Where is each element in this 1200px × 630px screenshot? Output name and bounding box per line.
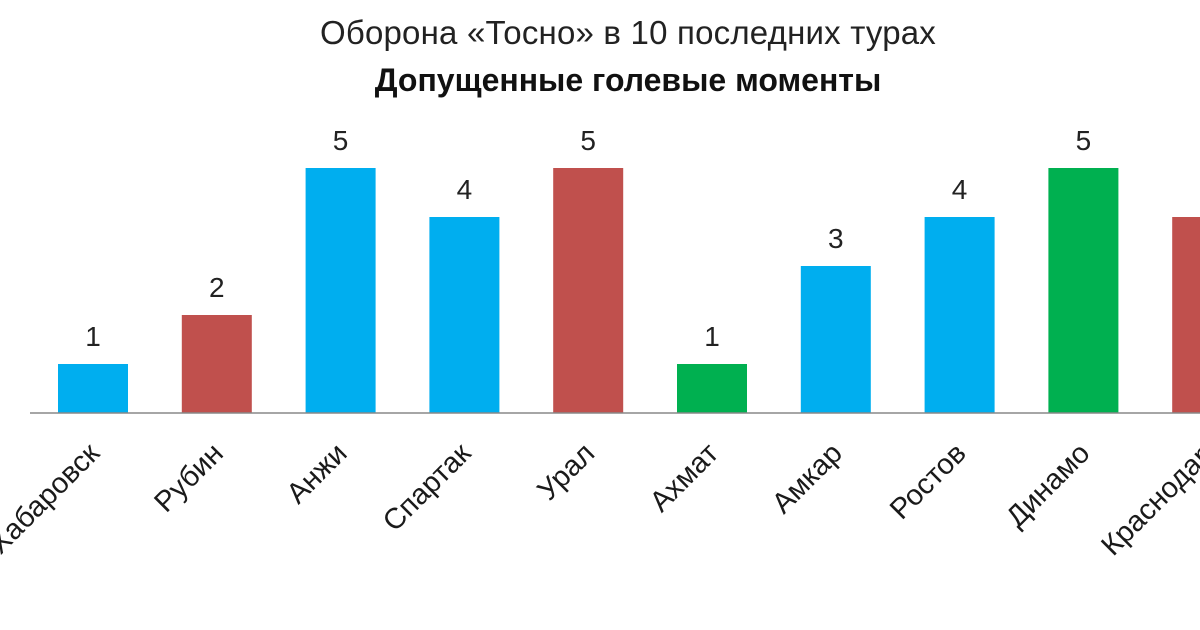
value-label: 5 xyxy=(333,125,349,156)
value-label: 2 xyxy=(209,272,225,303)
category-label: Анжи xyxy=(281,437,354,510)
chart-title: Оборона «Тосно» в 10 последних турах xyxy=(319,14,937,51)
category-label: Динамо xyxy=(1000,437,1096,533)
category-label: Рубин xyxy=(148,437,229,518)
category-label: Краснодар xyxy=(1095,437,1200,562)
chart-subtitle: Допущенные голевые моменты xyxy=(374,62,882,98)
bar-8 xyxy=(924,217,995,413)
category-label: Хабаровск xyxy=(0,437,106,560)
value-label: 4 xyxy=(457,174,473,205)
bar-3 xyxy=(305,168,376,413)
bar-6 xyxy=(677,364,747,413)
bar-7 xyxy=(800,266,871,413)
value-label: 5 xyxy=(580,125,596,156)
category-label: Ростов xyxy=(884,437,973,526)
bar-4 xyxy=(429,217,500,413)
value-label: 4 xyxy=(952,174,968,205)
bar-10 xyxy=(1172,217,1200,413)
bar-5 xyxy=(553,168,624,413)
category-label: Урал xyxy=(532,437,602,507)
value-label: 3 xyxy=(828,223,844,254)
bar-9 xyxy=(1048,168,1119,413)
value-label: 5 xyxy=(1076,125,1092,156)
category-label: Амкар xyxy=(766,437,849,520)
category-label: Спартак xyxy=(377,437,478,538)
bar-1 xyxy=(58,364,128,413)
value-label: 1 xyxy=(704,321,720,352)
category-label: Ахмат xyxy=(644,437,725,518)
bar-2 xyxy=(181,315,252,413)
value-label: 1 xyxy=(85,321,101,352)
